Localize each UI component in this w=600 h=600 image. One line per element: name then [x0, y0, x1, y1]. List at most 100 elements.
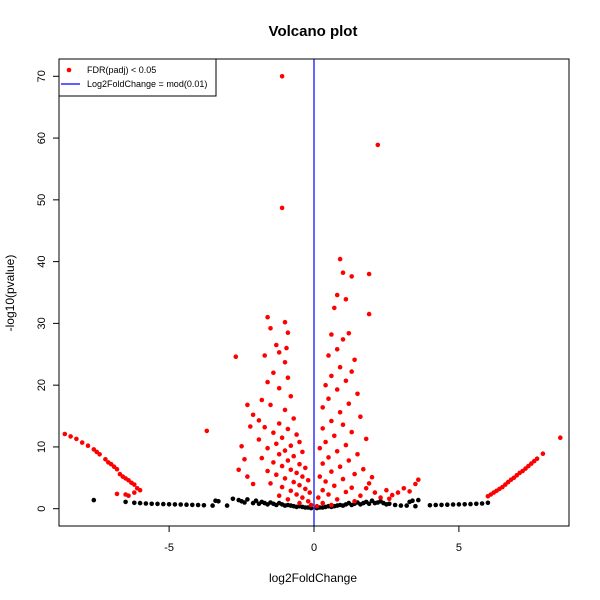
point-significant-156	[320, 500, 326, 506]
point-significant-160	[363, 486, 369, 491]
point-significant-142	[352, 471, 357, 477]
point-significant-99	[337, 256, 343, 262]
point-significant-49	[288, 394, 294, 399]
point-significant-52	[282, 407, 288, 413]
point-significant-24	[126, 493, 131, 499]
x-axis-label: log2FoldChange	[269, 571, 357, 585]
point-nonsignificant-5	[149, 501, 154, 507]
point-significant-2	[74, 436, 79, 442]
point-nonsignificant-13	[195, 502, 201, 508]
point-nonsignificant-82	[450, 502, 456, 507]
point-significant-97	[308, 502, 314, 508]
point-significant-100	[340, 270, 346, 276]
x-tick-label: 0	[311, 542, 317, 554]
point-nonsignificant-8	[166, 502, 172, 507]
point-significant-28	[248, 424, 253, 429]
point-significant-116	[343, 378, 349, 384]
point-nonsignificant-84	[462, 502, 468, 507]
point-nonsignificant-14	[201, 503, 207, 508]
point-significant-170	[387, 496, 392, 502]
point-significant-102	[334, 292, 340, 298]
point-significant-48	[276, 385, 282, 391]
point-significant-59	[271, 430, 276, 436]
point-significant-151	[326, 492, 331, 497]
point-significant-108	[329, 332, 334, 337]
point-significant-121	[346, 401, 352, 407]
point-significant-76	[303, 465, 308, 471]
point-significant-163	[389, 492, 395, 498]
point-significant-88	[303, 486, 308, 492]
point-significant-113	[337, 364, 343, 370]
point-significant-27	[245, 402, 250, 408]
point-nonsignificant-22	[242, 500, 247, 505]
point-significant-162	[384, 487, 389, 493]
legend-entry-fdr: FDR(padj) < 0.05	[87, 65, 156, 75]
point-significant-62	[256, 437, 262, 442]
y-tick-label: 0	[36, 506, 48, 512]
point-significant-168	[416, 477, 421, 483]
point-nonsignificant-2	[132, 500, 137, 506]
point-significant-138	[320, 461, 326, 466]
point-significant-34	[279, 74, 285, 79]
point-significant-109	[340, 337, 346, 342]
y-tick-label: 50	[36, 194, 48, 206]
point-significant-94	[285, 497, 291, 502]
x-axis: -5 0 5	[164, 525, 462, 554]
point-nonsignificant-1	[123, 499, 128, 505]
point-nonsignificant-18	[224, 503, 230, 508]
point-nonsignificant-87	[479, 501, 485, 506]
point-significant-127	[320, 426, 326, 431]
point-nonsignificant-80	[439, 502, 444, 508]
point-significant-69	[276, 452, 282, 457]
point-significant-124	[358, 414, 363, 420]
point-significant-90	[307, 490, 313, 495]
point-significant-40	[274, 342, 279, 348]
x-tick-label: -5	[164, 542, 174, 554]
y-tick-label: 20	[36, 379, 48, 391]
point-significant-159	[369, 474, 375, 480]
point-significant-101	[349, 274, 355, 279]
legend-entry-log2fc: Log2FoldChange = mod(0.01)	[87, 79, 207, 89]
point-significant-45	[271, 370, 276, 376]
point-significant-104	[332, 305, 337, 311]
point-significant-164	[395, 490, 401, 495]
point-nonsignificant-15	[210, 503, 215, 508]
point-significant-46	[285, 375, 291, 381]
point-nonsignificant-0	[91, 497, 97, 503]
point-significant-135	[355, 452, 360, 457]
point-significant-129	[332, 433, 337, 439]
point-significant-58	[285, 426, 291, 432]
point-nonsignificant-79	[433, 502, 439, 508]
point-significant-25	[204, 428, 210, 434]
point-significant-65	[288, 443, 294, 449]
point-significant-78	[265, 468, 270, 474]
point-significant-92	[276, 493, 282, 499]
y-tick-label: 10	[36, 441, 48, 453]
point-significant-67	[282, 448, 288, 453]
point-significant-166	[407, 489, 412, 494]
point-nonsignificant-12	[190, 502, 195, 508]
point-significant-105	[366, 271, 372, 277]
point-significant-190	[558, 435, 563, 441]
point-significant-123	[337, 410, 343, 415]
legend-point-marker	[66, 67, 72, 73]
point-nonsignificant-71	[392, 502, 398, 508]
point-significant-93	[300, 495, 305, 500]
point-significant-169	[378, 495, 383, 500]
point-nonsignificant-11	[184, 502, 189, 508]
point-nonsignificant-78	[427, 503, 433, 508]
point-significant-155	[352, 499, 357, 504]
point-significant-95	[305, 499, 311, 504]
point-significant-44	[282, 360, 288, 365]
y-tick-label: 30	[36, 317, 48, 329]
point-significant-68	[300, 449, 305, 455]
point-significant-73	[271, 460, 276, 465]
point-significant-60	[294, 432, 299, 437]
point-nonsignificant-85	[468, 501, 473, 507]
point-significant-26	[233, 354, 239, 360]
y-axis: 0 10 20 30 40 50 60 70	[36, 70, 60, 512]
point-significant-74	[297, 461, 302, 467]
point-nonsignificant-25	[253, 498, 259, 504]
point-significant-84	[291, 479, 297, 485]
point-significant-70	[291, 453, 297, 459]
